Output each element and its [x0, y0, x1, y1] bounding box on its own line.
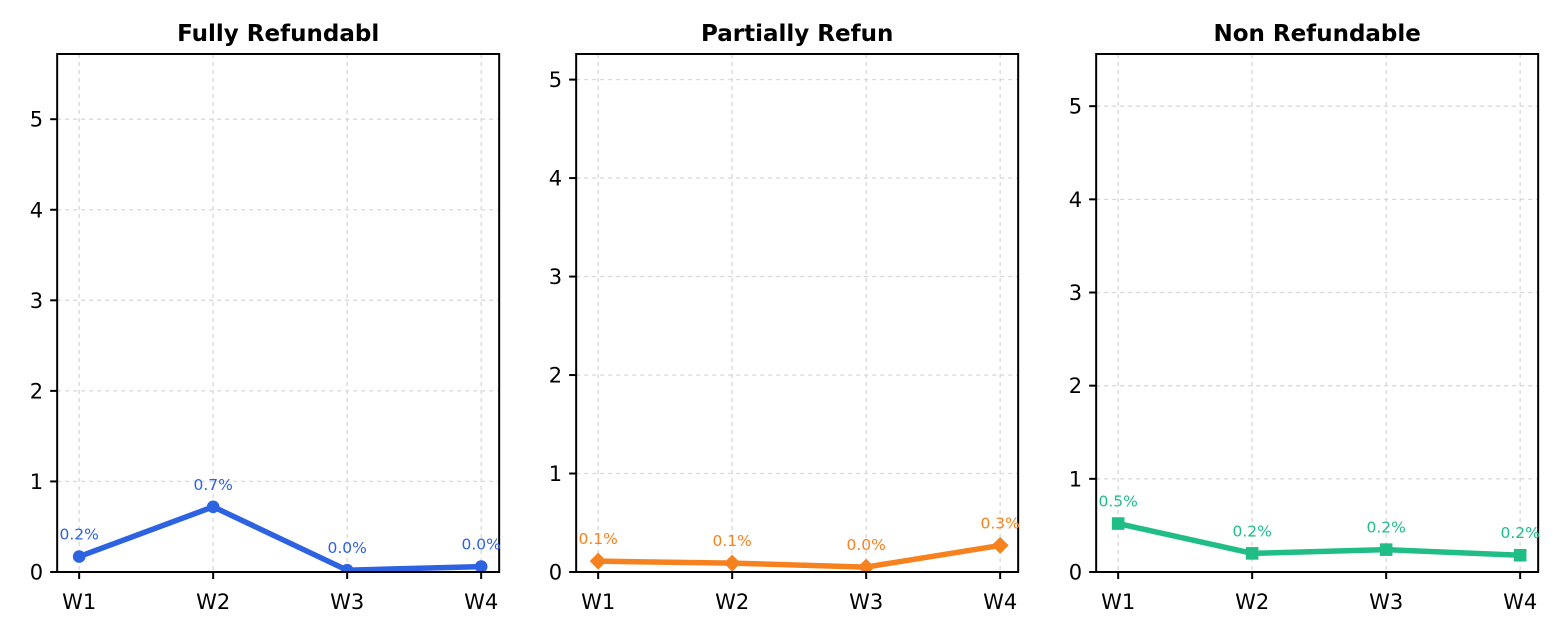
x-tick-label: W3: [330, 590, 364, 614]
point-label: 0.2%: [1232, 522, 1271, 540]
data-point: [474, 560, 488, 572]
chart-svg: 0 1 2 3 4 5 W1 W2 W3 W4 0.1% 0.1% 0.0% 0.3% Partially …: [549, 21, 1020, 614]
x-tick-label: W2: [196, 590, 230, 614]
data-point: [72, 550, 86, 563]
y-tick-label: 2: [549, 364, 562, 388]
point-label: 0.0%: [461, 536, 500, 554]
point-labels: 0.1% 0.1% 0.0% 0.3%: [579, 514, 1020, 554]
point-label: 0.2%: [59, 526, 98, 544]
x-tick-label: W1: [62, 590, 96, 614]
x-tick-label: W4: [1503, 590, 1537, 614]
y-tick-label: 2: [1068, 374, 1081, 398]
point-label: 0.7%: [193, 476, 232, 494]
y-tick-label: 4: [1068, 188, 1081, 212]
data-point: [589, 552, 607, 570]
series-0: [72, 500, 488, 572]
chart-partially-refundable: 0 1 2 3 4 5 W1 W2 W3 W4 0.1% 0.1% 0.0% 0.3% Partially …: [519, 0, 1038, 640]
y-axis: 0 1 2 3 4 5: [549, 68, 577, 585]
chart-title: Fully Refundabl: [177, 21, 379, 47]
chart-non-refundable: 0 1 2 3 4 5 W1 W2 W3 W4 0.5% 0.2% 0.2% 0.2% Non Refund…: [1039, 0, 1558, 640]
point-label: 0.1%: [713, 532, 752, 550]
series-line: [595, 542, 1004, 570]
y-tick-label: 4: [30, 198, 43, 222]
point-labels: 0.2% 0.7% 0.0% 0.0%: [59, 476, 500, 557]
point-label: 0.0%: [847, 536, 886, 554]
y-tick-label: 0: [1068, 561, 1081, 585]
y-tick-label: 1: [1068, 467, 1081, 491]
data-point: [991, 536, 1009, 554]
x-tick-label: W2: [1235, 590, 1269, 614]
point-label: 0.2%: [1500, 524, 1539, 542]
chart-svg: 0 1 2 3 4 5 W1 W2 W3 W4 0.2% 0.7% 0.0% 0.0% Fully Refu…: [30, 21, 501, 614]
point-labels: 0.5% 0.2% 0.2% 0.2%: [1098, 493, 1539, 543]
y-tick-label: 5: [30, 108, 43, 132]
point-label: 0.2%: [1366, 519, 1405, 537]
y-axis: 0 1 2 3 4 5: [30, 108, 58, 585]
point-label: 0.1%: [579, 530, 618, 548]
data-point: [1379, 543, 1393, 556]
x-tick-label: W3: [1369, 590, 1403, 614]
gridlines: [57, 54, 500, 573]
y-tick-label: 5: [549, 68, 562, 92]
y-tick-label: 0: [30, 561, 43, 585]
y-axis: 0 1 2 3 4 5: [1068, 95, 1096, 585]
x-tick-label: W1: [581, 590, 615, 614]
y-tick-label: 5: [1068, 95, 1081, 119]
y-tick-label: 2: [30, 379, 43, 403]
point-label: 0.0%: [327, 539, 366, 557]
data-point: [723, 554, 741, 572]
axes-spines: [1094, 53, 1539, 573]
chart-svg: 0 1 2 3 4 5 W1 W2 W3 W4 0.5% 0.2% 0.2% 0.2% Non Refund…: [1068, 21, 1539, 614]
y-tick-label: 4: [549, 167, 562, 191]
chart-title: Partially Refun: [701, 21, 893, 47]
x-tick-label: W4: [983, 590, 1017, 614]
x-axis: W1 W2 W3 W4: [1101, 572, 1537, 614]
x-tick-label: W4: [464, 590, 498, 614]
gridlines: [1095, 54, 1538, 573]
data-point: [1245, 547, 1259, 560]
series-line: [76, 504, 484, 572]
series-2: [1111, 517, 1527, 562]
axes-spines: [575, 53, 1020, 573]
data-point: [1513, 548, 1527, 562]
series-line: [1115, 520, 1523, 558]
x-tick-label: W1: [1101, 590, 1135, 614]
y-tick-label: 3: [1068, 281, 1081, 305]
y-tick-label: 1: [30, 470, 43, 494]
point-label: 0.3%: [981, 514, 1020, 532]
gridlines: [576, 54, 1019, 573]
x-tick-label: W2: [715, 590, 749, 614]
data-point: [857, 558, 875, 572]
x-axis: W1 W2 W3 W4: [581, 572, 1018, 614]
data-point: [1111, 517, 1125, 530]
y-tick-label: 3: [30, 289, 43, 313]
y-tick-label: 1: [549, 462, 562, 486]
chart-fully-refundable: 0 1 2 3 4 5 W1 W2 W3 W4 0.2% 0.7% 0.0% 0.0% Fully Refu…: [0, 0, 519, 640]
x-axis: W1 W2 W3 W4: [62, 572, 498, 614]
x-tick-label: W3: [849, 590, 883, 614]
y-tick-label: 0: [549, 561, 562, 585]
data-point: [340, 563, 354, 572]
axes-spines: [56, 53, 501, 573]
series-1: [589, 536, 1009, 572]
y-tick-label: 3: [549, 265, 562, 289]
point-label: 0.5%: [1098, 493, 1137, 511]
data-point: [206, 500, 220, 514]
chart-title: Non Refundable: [1213, 21, 1420, 47]
